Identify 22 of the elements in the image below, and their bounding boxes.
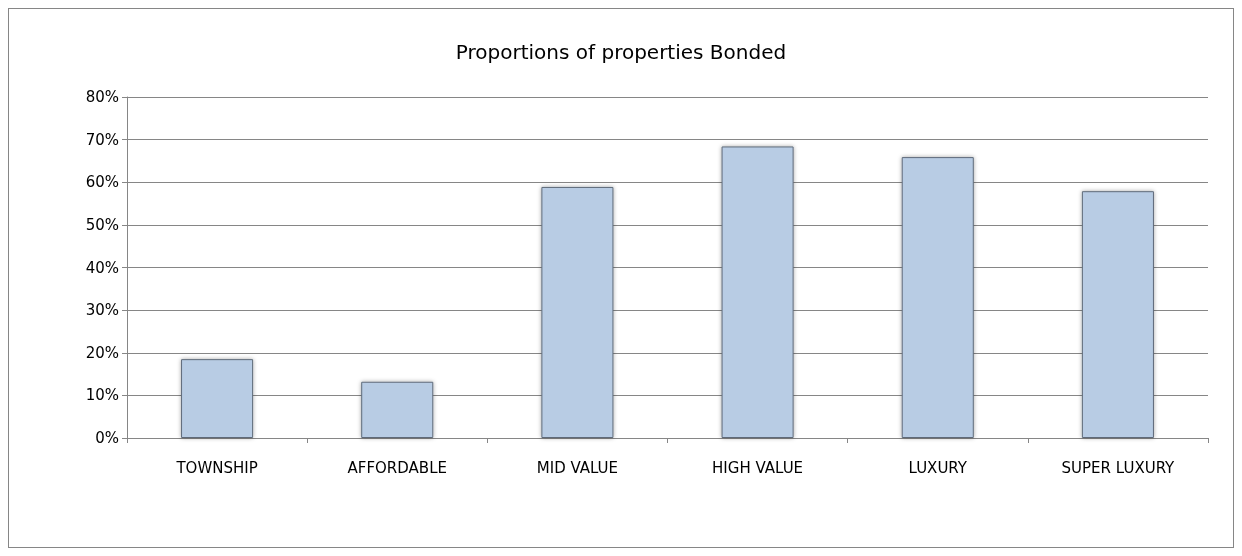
bar xyxy=(721,146,794,438)
x-tick-label: MID VALUE xyxy=(536,458,619,477)
bar xyxy=(1081,191,1154,438)
y-tick-label: 80% xyxy=(85,88,119,106)
x-tick-label: TOWNSHIP xyxy=(175,458,258,477)
x-tick-label: HIGH VALUE xyxy=(712,458,804,477)
x-tick-label: SUPER LUXURY xyxy=(1061,458,1176,477)
y-tick-label: 20% xyxy=(85,343,119,362)
bar xyxy=(361,381,434,438)
bar xyxy=(541,186,614,438)
x-tick-label: LUXURY xyxy=(908,458,968,477)
y-tick-label: 70% xyxy=(85,130,119,149)
y-tick-label: 0% xyxy=(95,429,119,447)
y-tick-label: 50% xyxy=(85,215,119,234)
bar xyxy=(901,157,974,438)
x-tick-label: AFFORDABLE xyxy=(347,458,447,477)
y-tick-label: 10% xyxy=(85,386,119,405)
bar xyxy=(181,359,254,438)
y-tick-label: 30% xyxy=(85,301,119,320)
y-tick-label: 60% xyxy=(85,173,119,192)
chart-title: Proportions of properties Bonded xyxy=(455,40,787,64)
y-tick-label: 40% xyxy=(85,258,119,277)
